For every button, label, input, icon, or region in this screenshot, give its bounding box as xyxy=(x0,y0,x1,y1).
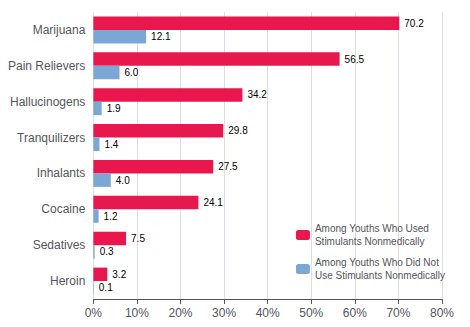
svg-text:60%: 60% xyxy=(343,306,367,320)
svg-text:0.1: 0.1 xyxy=(99,282,113,293)
svg-text:7.5: 7.5 xyxy=(131,233,145,244)
svg-text:Use Stimulants Nonmedically: Use Stimulants Nonmedically xyxy=(315,270,445,281)
svg-text:Marijuana: Marijuana xyxy=(33,23,86,37)
svg-text:10%: 10% xyxy=(125,306,149,320)
svg-text:29.8: 29.8 xyxy=(228,125,248,136)
svg-text:3.2: 3.2 xyxy=(112,269,126,280)
svg-text:Heroin: Heroin xyxy=(50,274,85,288)
svg-text:34.2: 34.2 xyxy=(247,89,267,100)
svg-text:1.4: 1.4 xyxy=(104,139,118,150)
svg-text:80%: 80% xyxy=(430,306,454,320)
svg-text:70.2: 70.2 xyxy=(404,18,424,29)
svg-text:1.2: 1.2 xyxy=(104,211,118,222)
svg-text:40%: 40% xyxy=(256,306,280,320)
svg-text:30%: 30% xyxy=(212,306,236,320)
svg-text:1.9: 1.9 xyxy=(107,103,121,114)
svg-text:Hallucinogens: Hallucinogens xyxy=(10,95,85,109)
svg-text:70%: 70% xyxy=(386,306,410,320)
svg-text:12.1: 12.1 xyxy=(151,31,171,42)
svg-text:Stimulants Nonmedically: Stimulants Nonmedically xyxy=(315,236,425,247)
svg-text:6.0: 6.0 xyxy=(125,67,139,78)
svg-text:Pain Relievers: Pain Relievers xyxy=(8,59,85,73)
svg-text:27.5: 27.5 xyxy=(218,161,238,172)
svg-text:56.5: 56.5 xyxy=(345,54,365,65)
svg-text:4.0: 4.0 xyxy=(116,175,130,186)
svg-text:0.3: 0.3 xyxy=(100,246,114,257)
svg-text:Among Youths Who Did Not: Among Youths Who Did Not xyxy=(315,257,439,268)
svg-text:20%: 20% xyxy=(169,306,193,320)
svg-text:Inhalants: Inhalants xyxy=(37,166,86,180)
svg-text:0%: 0% xyxy=(85,306,103,320)
svg-text:Among Youths Who Used: Among Youths Who Used xyxy=(315,223,429,234)
svg-text:24.1: 24.1 xyxy=(203,197,223,208)
svg-text:50%: 50% xyxy=(299,306,323,320)
svg-text:Tranquilizers: Tranquilizers xyxy=(17,131,85,145)
svg-text:Sedatives: Sedatives xyxy=(33,238,86,252)
svg-text:Cocaine: Cocaine xyxy=(41,202,85,216)
